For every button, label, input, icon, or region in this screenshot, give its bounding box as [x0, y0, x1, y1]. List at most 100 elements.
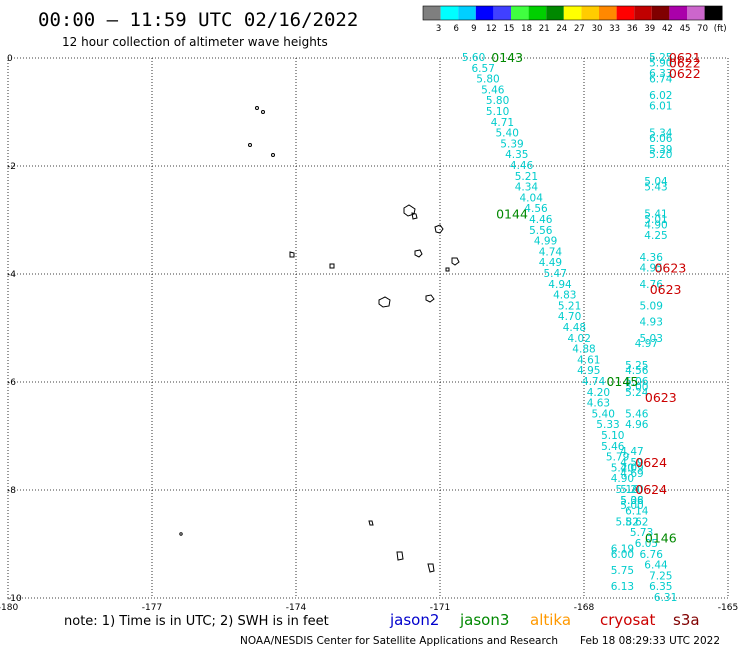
- plot-frame: [7, 57, 729, 599]
- wave-height-point: 4.56: [625, 365, 649, 377]
- island-outline: [414, 249, 423, 258]
- wave-height-point: 5.25: [625, 360, 648, 372]
- wave-height-point: 4.02: [568, 333, 591, 345]
- scale-swatch: [687, 6, 705, 20]
- wave-height-point: 5.80: [476, 74, 499, 86]
- pass-time-label: 0145: [606, 374, 638, 389]
- x-tick-label: -177: [142, 603, 162, 613]
- wave-height-point: 5.43: [644, 182, 667, 194]
- wave-height-point: 4.93: [640, 317, 663, 329]
- wave-height-point: 4.90: [611, 473, 634, 485]
- island-outline: [411, 212, 418, 220]
- wave-height-point: 4.49: [539, 257, 562, 269]
- wave-height-point: 5.39: [649, 144, 672, 156]
- wave-height-point: 5.06: [620, 495, 644, 507]
- wave-height-point: 4.94: [548, 279, 572, 291]
- wave-height-point: 5.00: [620, 500, 643, 512]
- plot-grid: -180 -177 -174 -171 -168 -165 0 -2 -4 -6 -8 -10: [0, 54, 738, 613]
- wave-height-point: 5.41: [644, 209, 667, 221]
- scale-frame: [422, 5, 723, 21]
- island-outline: [368, 520, 374, 526]
- pass-time-label: 0623: [654, 261, 686, 276]
- wave-height-point: 5.60: [462, 52, 485, 64]
- wave-height-point: 5.47: [544, 268, 567, 280]
- scale-swatch: [546, 6, 564, 20]
- wave-height-point: 4.74: [582, 376, 606, 388]
- scale-swatch: [616, 6, 635, 20]
- scale-swatch: [458, 6, 476, 20]
- scale-swatch: [634, 6, 652, 20]
- wave-height-point: 6.44: [644, 560, 668, 572]
- chart-subtitle: 12 hour collection of altimeter wave hei…: [62, 35, 328, 49]
- x-tick-label: -171: [430, 603, 450, 613]
- wave-height-point: 5.38: [620, 495, 643, 507]
- wave-height-point: 4.61: [577, 354, 600, 366]
- wave-height-point: 6.00: [611, 549, 634, 561]
- scale-tick-label: 30: [592, 24, 603, 34]
- satellite-label: altika: [530, 611, 571, 629]
- island-outline: [329, 263, 335, 269]
- island-outline: [427, 563, 435, 573]
- wave-height-point: 6.33: [649, 68, 672, 80]
- wave-height-point: 4.76: [640, 279, 664, 291]
- wave-height-point: 5.20: [611, 462, 634, 474]
- scale-tick-label: 42: [662, 24, 673, 34]
- wave-height-point: 5.40: [592, 408, 615, 420]
- wave-height-point: 5.20: [620, 484, 643, 496]
- scale-swatch: [651, 6, 670, 20]
- wave-height-point: 6.05: [635, 538, 658, 550]
- satellite-label: cryosat: [600, 611, 655, 629]
- x-tick-label: -174: [286, 603, 307, 613]
- scale-tick-label: 18: [521, 24, 532, 34]
- wave-height-point: 5.01: [644, 214, 667, 226]
- wave-height-point: 4.74: [539, 246, 563, 258]
- wave-height-point: 6.02: [649, 90, 672, 102]
- wave-height-point: 5.33: [596, 419, 619, 431]
- footer-credit: NOAA/NESDIS Center for Satellite Applica…: [240, 635, 558, 647]
- footer-note: note: 1) Time is in UTC; 2) SWH is in fe…: [64, 614, 329, 629]
- wave-height-point: 5.56: [529, 225, 553, 237]
- wave-height-point: 6.06: [649, 133, 673, 145]
- y-tick-label: -2: [7, 162, 16, 172]
- chart-title: 00:00 – 11:59 UTC 02/16/2022: [38, 9, 358, 31]
- footer-generated: Feb 18 08:29:33 UTC 2022: [580, 635, 720, 647]
- island-outline: [451, 257, 460, 266]
- scale-tick-label: 21: [539, 24, 550, 34]
- wave-height-point: 4.09: [620, 462, 643, 474]
- wave-height-point: 5.20: [649, 149, 672, 161]
- scale-tick-label: 39: [644, 24, 655, 34]
- wave-height-point: 5.24: [625, 387, 649, 399]
- scale-swatch: [669, 6, 687, 20]
- scale-swatch: [704, 6, 723, 20]
- pass-time-label: 0621: [669, 50, 701, 65]
- wave-height-point: 5.16: [616, 484, 640, 496]
- wave-height-point: 6.74: [649, 74, 673, 86]
- satellite-label: jason2: [389, 611, 439, 629]
- y-tick-label: -4: [7, 270, 16, 280]
- wave-height-point: 5.21: [515, 171, 538, 183]
- scale-tick-label: 33: [609, 24, 620, 34]
- pass-time-label: 0622: [669, 55, 701, 70]
- satellite-legend: jason2 jason3 altika cryosat s3a: [389, 611, 700, 629]
- wave-height-point: 6.57: [472, 63, 495, 75]
- scale-tick-label: 15: [504, 24, 515, 34]
- wave-height-point: 4.46: [529, 214, 553, 226]
- wave-height-point: 4.56: [524, 203, 548, 215]
- scale-tick-label: (ft): [714, 24, 727, 34]
- wave-height-labels: 5.606.575.805.465.805.104.715.405.394.35…: [462, 52, 677, 604]
- wave-height-point: 4.90: [644, 219, 667, 231]
- wave-height-point: 5.80: [486, 95, 509, 107]
- wave-height-point: 4.59: [620, 457, 643, 469]
- scale-swatch: [581, 6, 599, 20]
- island-outlines: [179, 106, 460, 573]
- wave-height-point: 5.75: [611, 565, 634, 577]
- wave-height-point: 5.62: [625, 516, 648, 528]
- wave-height-point: 5.21: [558, 300, 581, 312]
- scale-tick-label: 45: [680, 24, 691, 34]
- island-outline: [378, 296, 391, 308]
- wave-height-point: 5.79: [606, 452, 629, 464]
- wave-height-point: 4.96: [625, 419, 649, 431]
- wave-height-point: 6.13: [611, 581, 634, 593]
- wave-height-point: 4.47: [620, 446, 643, 458]
- wave-height-point: 4.97: [635, 338, 658, 350]
